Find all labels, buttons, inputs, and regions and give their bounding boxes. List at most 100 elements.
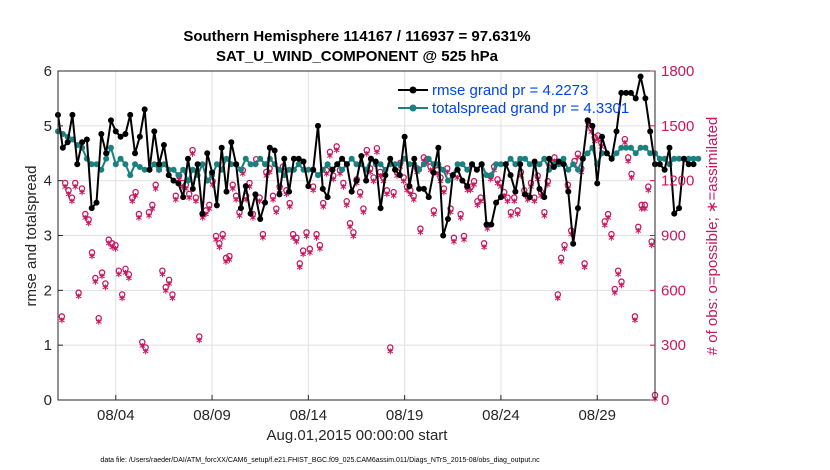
obs-assimilated-marker: * xyxy=(625,156,632,170)
totalspread-point xyxy=(348,155,355,162)
obs-possible-marker xyxy=(98,269,106,276)
obs-possible-marker xyxy=(477,194,484,201)
totalspread-point xyxy=(175,172,182,179)
obs-possible-marker xyxy=(319,199,327,207)
obs-possible-marker xyxy=(139,338,146,346)
rmse-point xyxy=(184,155,191,162)
obs-possible-marker xyxy=(159,267,166,274)
totalspread-point xyxy=(459,161,466,168)
y2-tick-label: 0 xyxy=(661,392,669,409)
rmse-point xyxy=(647,128,654,135)
totalspread-point xyxy=(377,161,384,168)
obs-assimilated-marker: * xyxy=(555,293,562,307)
rmse-point xyxy=(180,194,187,201)
totalspread-point xyxy=(416,166,423,173)
obs-assimilated-marker: * xyxy=(203,209,210,223)
x-tick-label: 08/24 xyxy=(482,407,520,424)
totalspread-point xyxy=(324,161,331,168)
obs-assimilated-marker: * xyxy=(283,189,290,203)
totalspread-point xyxy=(257,155,264,162)
obs-assimilated-marker: * xyxy=(511,197,518,211)
obs-assimilated-marker: * xyxy=(367,167,374,181)
obs-possible-marker xyxy=(72,179,79,187)
obs-possible-marker xyxy=(128,194,136,201)
totalspread-point xyxy=(627,144,634,151)
obs-assimilated-marker: * xyxy=(226,255,233,269)
obs-assimilated-marker: * xyxy=(635,226,642,240)
obs-possible-marker xyxy=(169,291,176,298)
rmse-point xyxy=(411,155,418,162)
rmse-point xyxy=(372,158,379,165)
totalspread-point xyxy=(112,161,119,168)
obs-assimilated-marker: * xyxy=(488,175,495,189)
x-tick-label: 08/09 xyxy=(193,407,231,424)
obs-assimilated-marker: * xyxy=(340,182,347,196)
rmse-point xyxy=(160,142,167,149)
rmse-point xyxy=(156,161,163,168)
obs-possible-marker xyxy=(313,230,320,238)
totalspread-point xyxy=(286,166,293,173)
chart-subtitle: SAT_U_WIND_COMPONENT @ 525 hPa xyxy=(216,48,499,65)
rmse-point xyxy=(570,240,577,247)
obs-possible-marker xyxy=(551,154,558,161)
totalspread-point xyxy=(647,150,654,157)
y-axis-label: rmse and totalspread xyxy=(23,166,40,307)
rmse-point xyxy=(584,117,591,124)
obs-assimilated-marker: * xyxy=(273,208,280,222)
rmse-point xyxy=(170,177,177,184)
y-tick-label: 3 xyxy=(44,228,52,245)
obs-assimilated-marker: * xyxy=(649,240,656,254)
rmse-series xyxy=(55,73,697,247)
totalspread-point xyxy=(507,155,514,162)
totalspread-point xyxy=(493,161,500,168)
obs-assimilated-marker: * xyxy=(481,242,488,256)
totalspread-point xyxy=(512,161,519,168)
totalspread-point xyxy=(122,161,129,168)
obs-possible-marker xyxy=(514,207,521,214)
totalspread-point xyxy=(671,155,678,162)
rmse-point xyxy=(401,133,408,140)
obs-assimilated-marker: * xyxy=(230,184,237,198)
rmse-point xyxy=(531,158,538,165)
obs-assimilated-marker: * xyxy=(444,167,451,181)
obs-possible-marker xyxy=(289,230,297,238)
rmse-point xyxy=(64,139,71,146)
obs-assimilated-marker: * xyxy=(69,197,76,211)
rmse-point xyxy=(435,144,442,151)
totalspread-point xyxy=(103,155,110,162)
x-tick-label: 08/04 xyxy=(97,407,135,424)
obs-assimilated-marker: * xyxy=(260,233,267,247)
rmse-point xyxy=(165,172,172,179)
obs-assimilated-marker: * xyxy=(491,166,498,180)
obs-assimilated-marker: * xyxy=(256,197,263,211)
obs-possible-marker xyxy=(604,210,612,218)
totalspread-point xyxy=(488,172,495,179)
obs-assimilated-marker: * xyxy=(504,197,511,211)
rmse-point xyxy=(555,158,562,165)
totalspread-point xyxy=(570,161,577,168)
obs-possible-marker xyxy=(216,240,223,247)
rmse-point xyxy=(136,133,143,140)
obs-possible-marker xyxy=(88,249,96,256)
obs-possible-marker xyxy=(135,210,143,218)
obs-assimilated-marker: * xyxy=(102,283,109,297)
rmse-point xyxy=(107,117,114,124)
obs-assimilated-marker: * xyxy=(457,213,464,227)
obs-assimilated-marker: * xyxy=(153,184,160,198)
obs-possible-marker xyxy=(460,232,468,240)
rmse-point xyxy=(146,166,153,173)
obs-assimilated-marker: * xyxy=(320,202,327,216)
obs-possible-marker xyxy=(189,146,196,154)
obs-possible-marker xyxy=(299,247,307,254)
obs-possible-marker xyxy=(544,177,552,185)
rmse-point xyxy=(247,210,254,217)
obs-possible-marker xyxy=(648,238,655,245)
totalspread-point xyxy=(541,155,548,162)
obs-assimilated-marker: * xyxy=(132,191,139,205)
obs-possible-marker xyxy=(645,183,652,190)
rmse-point xyxy=(276,191,283,198)
rmse-point xyxy=(334,161,341,168)
rmse-point xyxy=(497,194,504,201)
obs-possible-marker xyxy=(370,174,377,181)
obs-assimilated-marker: * xyxy=(518,171,525,185)
